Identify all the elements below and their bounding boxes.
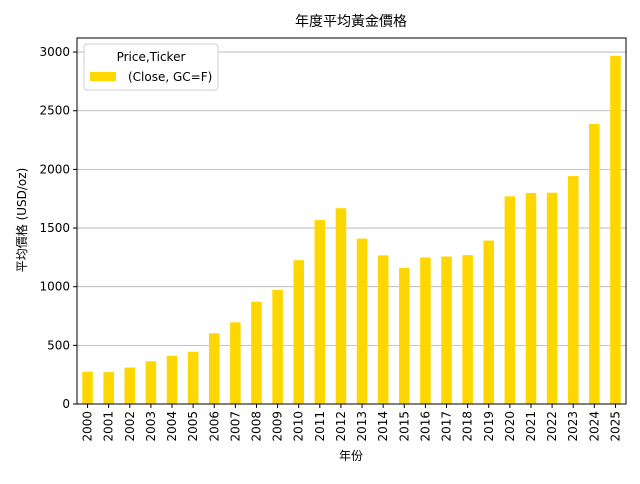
bar [504, 196, 516, 404]
bar [293, 260, 304, 404]
x-tick-label: 2019 [482, 411, 496, 442]
x-tick-label: 2022 [545, 411, 559, 442]
y-tick-label: 0 [62, 397, 70, 411]
bar [483, 240, 495, 404]
bar [589, 123, 600, 404]
x-tick-label: 2011 [313, 411, 327, 442]
bar [166, 355, 178, 404]
bar [187, 351, 199, 404]
legend-swatch [90, 72, 116, 81]
x-tick-label: 2004 [165, 411, 179, 442]
x-tick-label: 2013 [355, 411, 369, 442]
bar [441, 256, 452, 404]
legend: Price,Ticker (Close, GC=F) [83, 43, 219, 91]
x-tick-label: 2020 [503, 411, 517, 442]
bar [124, 367, 136, 404]
legend-title: Price,Ticker [117, 50, 186, 64]
bar [420, 257, 431, 404]
x-tick-label: 2005 [186, 411, 200, 442]
x-tick-label: 2014 [376, 411, 390, 442]
x-tick-label: 2010 [292, 411, 306, 442]
x-ticks: 2000 2001 2002 2003 2004 2005 2006 2007 2008 2009… [81, 404, 622, 442]
bar [356, 238, 368, 404]
x-tick-label: 2016 [418, 411, 432, 442]
bars [82, 55, 621, 404]
y-tick-label: 500 [47, 338, 70, 352]
y-tick-label: 1500 [39, 221, 70, 235]
bar [230, 322, 241, 404]
x-tick-label: 2003 [144, 411, 158, 442]
x-tick-label: 2015 [397, 411, 411, 442]
plot-frame [76, 37, 627, 405]
x-tick-label: 2007 [228, 411, 242, 442]
legend-entry-label: (Close, GC=F) [128, 70, 212, 84]
bar [567, 176, 579, 404]
bar [546, 192, 558, 404]
bar [272, 289, 283, 404]
x-tick-label: 2024 [587, 411, 601, 442]
y-tick-label: 3000 [39, 45, 70, 59]
bar [251, 301, 262, 404]
y-axis-label: 平均價格 (USD/oz) [14, 168, 29, 273]
x-axis-label: 年份 [339, 449, 363, 463]
bar [314, 219, 326, 404]
x-tick-label: 2002 [123, 411, 137, 442]
y-ticks: 0 500 1000 1500 2000 2500 3000 [39, 45, 77, 411]
bar [208, 333, 220, 404]
x-tick-label: 2023 [566, 411, 580, 442]
x-tick-label: 2008 [249, 411, 263, 442]
x-tick-label: 2000 [81, 411, 95, 442]
x-tick-label: 2006 [207, 411, 221, 442]
y-tick-label: 1000 [39, 280, 70, 294]
chart-title: 年度平均黃金價格 [295, 13, 407, 30]
bar [525, 192, 537, 404]
bar [462, 255, 473, 404]
bar [145, 361, 157, 404]
bar [399, 267, 410, 404]
x-tick-label: 2018 [461, 411, 475, 442]
bar [103, 372, 114, 404]
x-tick-label: 2009 [271, 411, 285, 442]
bar [82, 371, 93, 404]
y-tick-label: 2000 [39, 162, 70, 176]
x-tick-label: 2012 [334, 411, 348, 442]
y-tick-label: 2500 [39, 104, 70, 118]
x-tick-label: 2017 [440, 411, 454, 442]
x-tick-label: 2021 [524, 411, 538, 442]
legend-box [83, 43, 219, 91]
bar [335, 208, 347, 404]
bar [610, 55, 621, 404]
bar [377, 255, 389, 404]
axes [76, 37, 627, 405]
x-tick-label: 2025 [608, 411, 622, 442]
x-tick-label: 2001 [102, 411, 116, 442]
